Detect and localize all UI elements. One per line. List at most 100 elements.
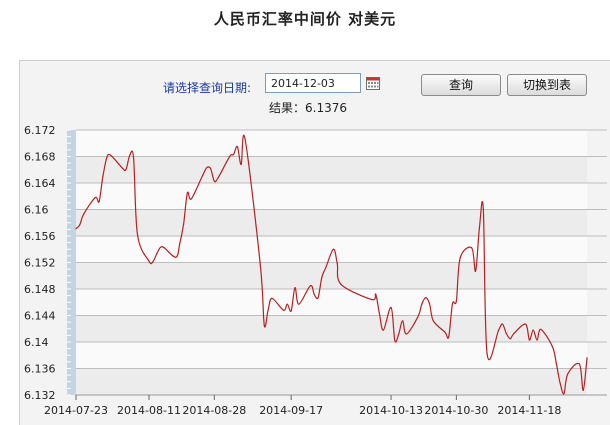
x-tick-label: 2014-07-23 — [44, 404, 108, 417]
series-line — [75, 134, 588, 395]
data-point — [528, 339, 531, 341]
toggle-table-button[interactable]: 切换到表 — [507, 74, 587, 96]
data-point — [375, 293, 377, 295]
data-point — [398, 333, 400, 335]
plot-band — [76, 315, 587, 342]
x-tick-label: 2014-10-13 — [359, 404, 423, 417]
data-point — [325, 267, 327, 269]
data-point — [110, 154, 112, 156]
plot-band — [76, 342, 587, 369]
date-select-label: 请选择查询日期: — [163, 81, 252, 95]
data-point — [213, 180, 215, 182]
data-point — [513, 332, 515, 334]
data-point — [551, 346, 554, 348]
data-point — [317, 297, 319, 299]
data-point — [159, 246, 162, 248]
data-point — [417, 316, 419, 318]
data-point — [486, 353, 488, 355]
y-tick-label: 6.136 — [24, 363, 56, 376]
data-point — [282, 309, 285, 311]
date-input[interactable] — [265, 73, 361, 93]
data-point — [309, 285, 311, 287]
data-point — [136, 234, 139, 236]
data-point — [455, 300, 457, 302]
plot-band — [76, 289, 587, 316]
y-tick-label: 6.16 — [24, 204, 49, 217]
plot-band — [76, 368, 587, 395]
data-point — [578, 363, 580, 365]
x-tick-label: 2014-10-30 — [424, 404, 488, 417]
y-tick-label: 6.14 — [24, 336, 49, 349]
data-point — [340, 283, 342, 285]
data-point — [133, 157, 135, 160]
data-point — [555, 362, 557, 364]
data-point — [186, 192, 188, 194]
data-point — [501, 323, 504, 325]
plot-band — [76, 130, 587, 157]
data-point — [402, 320, 404, 322]
data-point — [290, 310, 292, 312]
data-point — [482, 208, 484, 210]
data-point — [378, 313, 381, 315]
data-point — [179, 243, 181, 245]
data-point — [536, 339, 538, 341]
data-point — [421, 303, 423, 305]
data-point — [229, 155, 231, 158]
data-point — [321, 276, 323, 278]
data-point — [236, 146, 238, 148]
data-point — [175, 256, 177, 258]
data-point — [332, 248, 334, 250]
x-tick-label: 2014-09-17 — [259, 404, 323, 417]
data-point — [75, 228, 77, 230]
data-point — [183, 223, 185, 225]
data-point — [390, 306, 392, 309]
data-point — [190, 198, 192, 200]
y-tick-label: 6.164 — [24, 177, 56, 190]
data-point — [267, 309, 269, 311]
data-point — [102, 175, 104, 177]
data-point — [498, 329, 500, 331]
data-point — [298, 303, 300, 305]
data-point — [98, 200, 100, 203]
data-point — [478, 227, 480, 229]
data-point — [471, 247, 473, 249]
plot-band — [76, 262, 587, 289]
query-button[interactable]: 查询 — [421, 74, 501, 96]
data-point — [559, 382, 561, 384]
x-tick-label: 2014-08-28 — [182, 404, 246, 417]
data-point — [206, 167, 208, 169]
result-text: 结果：6.1376 — [269, 101, 347, 115]
data-point — [129, 154, 131, 156]
data-point — [294, 287, 296, 289]
x-tick-label: 2014-08-11 — [117, 404, 181, 417]
data-point — [121, 167, 123, 169]
x-tick-label: 2014-11-18 — [497, 404, 561, 417]
y-tick-label: 6.172 — [24, 124, 56, 137]
plot-band — [76, 209, 587, 236]
data-point — [405, 333, 407, 335]
y-tick-label: 6.168 — [24, 151, 56, 164]
plot-band — [76, 156, 587, 183]
y-tick-label: 6.156 — [24, 230, 56, 243]
data-point — [371, 299, 373, 301]
page-title: 人民币汇率中间价 对美元 — [213, 10, 397, 28]
calendar-icon[interactable] — [366, 76, 380, 90]
data-point — [271, 297, 273, 299]
data-point — [259, 265, 261, 267]
plot-band — [76, 183, 587, 210]
data-point — [382, 329, 384, 331]
data-point — [209, 167, 212, 169]
data-point — [540, 328, 542, 330]
data-point — [532, 329, 534, 331]
data-point — [336, 263, 338, 265]
data-point — [79, 224, 81, 226]
data-point — [263, 324, 265, 326]
data-point — [567, 373, 569, 375]
data-point — [586, 357, 588, 359]
y-tick-label: 6.152 — [24, 257, 56, 270]
data-point — [240, 163, 242, 165]
data-point — [125, 169, 127, 171]
data-point — [156, 253, 158, 255]
data-point — [83, 213, 85, 215]
data-point — [394, 340, 396, 342]
